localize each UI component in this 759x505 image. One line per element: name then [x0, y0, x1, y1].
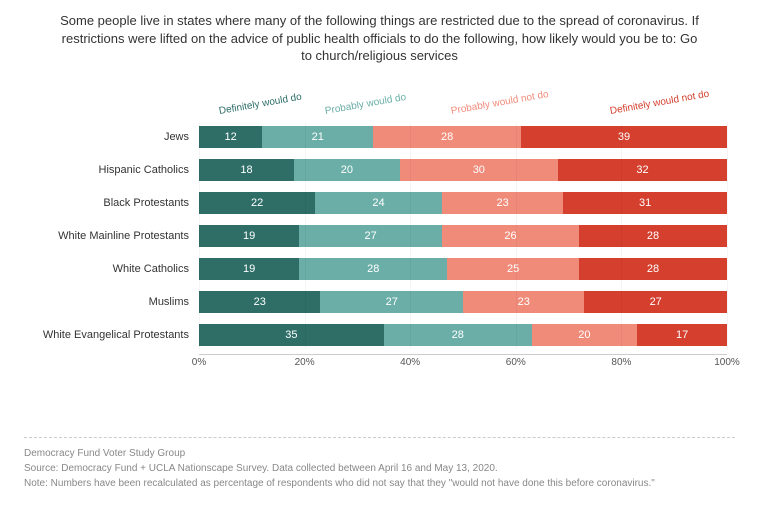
- row-label: Black Protestants: [24, 197, 194, 209]
- stacked-bar: 19272628: [199, 225, 727, 247]
- bar-segment: 28: [299, 258, 447, 280]
- row-label: White Evangelical Protestants: [24, 329, 194, 341]
- bar-segment: 18: [199, 159, 294, 181]
- bar-segment: 24: [315, 192, 442, 214]
- gridline: [727, 123, 728, 349]
- row-label: Hispanic Catholics: [24, 164, 194, 176]
- bar-segment: 20: [294, 159, 400, 181]
- stacked-bar: 35282017: [199, 324, 727, 346]
- row-label: White Mainline Protestants: [24, 230, 194, 242]
- bar-segment: 32: [558, 159, 727, 181]
- bar-segment: 27: [584, 291, 727, 313]
- legend: Definitely would doProbably would doProb…: [199, 93, 727, 117]
- bar-segment: 22: [199, 192, 315, 214]
- row-label: Jews: [24, 131, 194, 143]
- bar-segment: 23: [199, 291, 320, 313]
- bar-row: White Mainline Protestants19272628: [199, 222, 727, 250]
- bar-segment: 28: [579, 225, 727, 247]
- bar-segment: 27: [299, 225, 442, 247]
- bar-segment: 12: [199, 126, 262, 148]
- bar-segment: 19: [199, 225, 299, 247]
- bar-segment: 31: [563, 192, 727, 214]
- legend-label: Probably would do: [324, 92, 407, 117]
- bar-row: White Evangelical Protestants35282017: [199, 321, 727, 349]
- bar-segment: 39: [521, 126, 727, 148]
- bar-segment: 28: [384, 324, 532, 346]
- footer-attribution: Democracy Fund Voter Study Group: [24, 446, 735, 461]
- row-label: Muslims: [24, 296, 194, 308]
- axis-tick: 20%: [295, 357, 315, 368]
- bar-segment: 27: [320, 291, 463, 313]
- stacked-bar: 18203032: [199, 159, 727, 181]
- bar-segment: 35: [199, 324, 384, 346]
- bar-segment: 20: [532, 324, 638, 346]
- axis-tick: 100%: [714, 357, 740, 368]
- stacked-bar: 19282528: [199, 258, 727, 280]
- bar-segment: 25: [447, 258, 579, 280]
- bar-segment: 23: [463, 291, 584, 313]
- bar-row: Muslims23272327: [199, 288, 727, 316]
- bar-row: White Catholics19282528: [199, 255, 727, 283]
- bar-row: Black Protestants22242331: [199, 189, 727, 217]
- chart-container: Some people live in states where many of…: [0, 0, 759, 505]
- axis-tick: 40%: [400, 357, 420, 368]
- bar-row: Jews12212839: [199, 123, 727, 151]
- bar-segment: 28: [373, 126, 521, 148]
- bar-segment: 28: [579, 258, 727, 280]
- bar-segment: 26: [442, 225, 579, 247]
- chart-title: Some people live in states where many of…: [55, 12, 705, 65]
- stacked-bar: 12212839: [199, 126, 727, 148]
- stacked-bar: 22242331: [199, 192, 727, 214]
- axis-tick: 0%: [192, 357, 206, 368]
- footer-note: Note: Numbers have been recalculated as …: [24, 476, 735, 491]
- legend-label: Probably would not do: [451, 89, 550, 117]
- stacked-bar: 23272327: [199, 291, 727, 313]
- bar-segment: 19: [199, 258, 299, 280]
- x-axis: 0%20%40%60%80%100%: [199, 354, 727, 374]
- bar-row: Hispanic Catholics18203032: [199, 156, 727, 184]
- axis-tick: 80%: [611, 357, 631, 368]
- axis-tick: 60%: [506, 357, 526, 368]
- plot-area: Jews12212839 Hispanic Catholics18203032 Bl…: [199, 123, 727, 349]
- bar-segment: 17: [637, 324, 727, 346]
- row-label: White Catholics: [24, 263, 194, 275]
- footer: Democracy Fund Voter Study Group Source:…: [24, 437, 735, 491]
- bar-segment: 21: [262, 126, 373, 148]
- bar-segment: 30: [400, 159, 558, 181]
- bar-segment: 23: [442, 192, 563, 214]
- legend-label: Definitely would do: [218, 91, 303, 116]
- legend-label: Definitely would not do: [609, 88, 710, 116]
- footer-source: Source: Democracy Fund + UCLA Nationscap…: [24, 461, 735, 476]
